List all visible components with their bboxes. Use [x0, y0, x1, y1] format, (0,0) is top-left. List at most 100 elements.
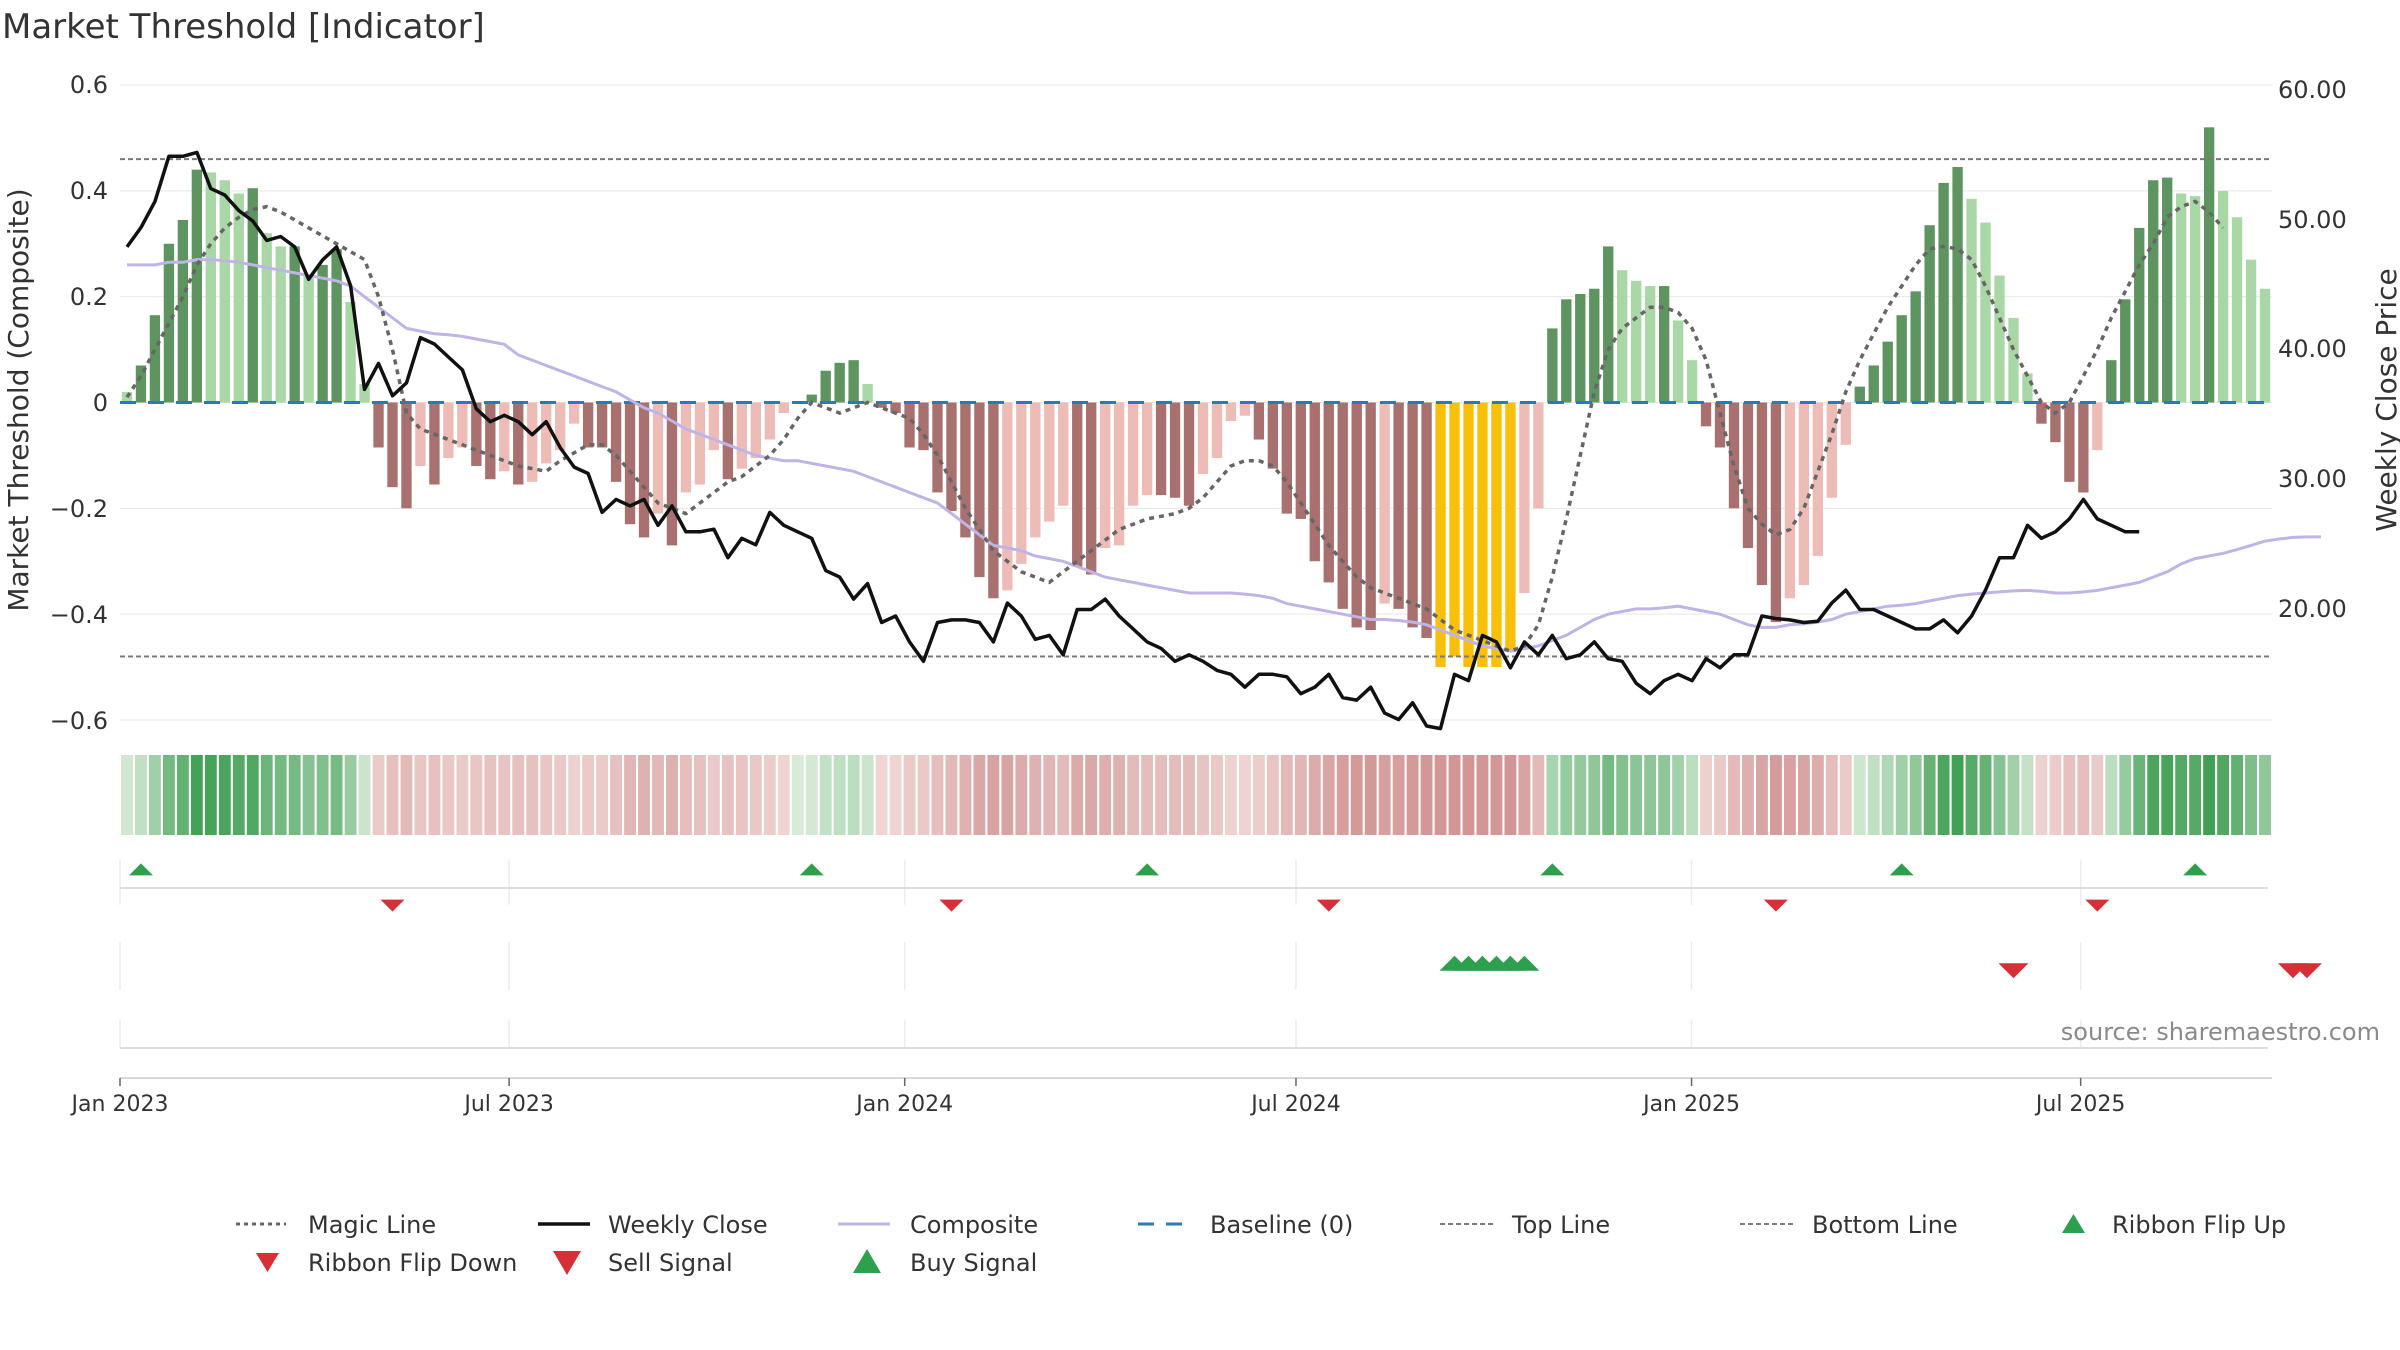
ribbon-cell — [1853, 755, 1866, 835]
legend-label: Magic Line — [308, 1211, 436, 1239]
ribbon-cell — [1197, 755, 1209, 835]
composite-bar — [1896, 315, 1907, 403]
ribbon-cell — [246, 755, 259, 835]
composite-bar — [1980, 222, 1991, 403]
ribbon-cell — [470, 755, 483, 835]
composite-bar — [1253, 402, 1265, 440]
ribbon-flip-down-marker — [1763, 899, 1788, 912]
composite-bar — [2092, 402, 2103, 451]
composite-bar — [303, 275, 314, 403]
composite-bar — [1784, 402, 1796, 599]
ribbon-cell — [1504, 755, 1517, 835]
ribbon-cell — [386, 755, 399, 835]
composite-bar — [848, 360, 859, 403]
ribbon-cell — [121, 755, 133, 835]
composite-bar — [834, 362, 845, 403]
ribbon-cell — [1895, 755, 1908, 835]
ribbon-cell — [1602, 755, 1615, 835]
x-tick-label: Jul 2025 — [2034, 1092, 2126, 1117]
ribbon-cell — [1085, 755, 1098, 835]
ribbon-cell — [917, 755, 930, 835]
composite-bar — [1393, 402, 1404, 609]
composite-bar — [1099, 402, 1111, 549]
composite-bar — [1575, 294, 1586, 403]
composite-bar — [373, 402, 384, 448]
composite-bar — [205, 172, 217, 403]
y-tick-label: −0.6 — [50, 707, 108, 735]
composite-bar — [876, 402, 887, 408]
composite-bar — [1183, 402, 1195, 506]
ribbon-cell — [987, 755, 1000, 835]
legend-label: Bottom Line — [1812, 1211, 1958, 1239]
ribbon-cell — [1993, 755, 2006, 835]
composite-bar — [1491, 402, 1502, 668]
ribbon-cell — [1881, 755, 1894, 835]
ribbon-cell — [1308, 755, 1321, 835]
legend-item-sell-signal[interactable]: Sell Signal — [553, 1249, 733, 1277]
legend-item-ribbon-flip-down[interactable]: Ribbon Flip Down — [256, 1249, 517, 1277]
legend-label: Sell Signal — [608, 1249, 733, 1277]
composite-bar — [2106, 360, 2117, 403]
composite-bar — [1533, 402, 1544, 509]
composite-bar — [1505, 402, 1516, 652]
ribbon-cell — [666, 755, 678, 835]
composite-bar — [1547, 328, 1558, 403]
ribbon-cell — [316, 755, 329, 835]
composite-bar — [862, 383, 873, 403]
ribbon-cell — [1574, 755, 1587, 835]
composite-bar — [890, 402, 901, 414]
ribbon-cell — [1979, 755, 1992, 835]
legend-item-baseline[interactable]: Baseline (0) — [1138, 1211, 1353, 1239]
composite-bar — [1658, 286, 1670, 403]
composite-bar — [1155, 402, 1167, 496]
composite-bar — [624, 402, 636, 525]
composite-bar — [233, 193, 244, 403]
ribbon-cell — [1127, 755, 1140, 835]
composite-bar — [275, 246, 286, 403]
signal-markers — [128, 863, 2322, 979]
legend-item-bottom-line[interactable]: Bottom Line — [1740, 1211, 1958, 1239]
ribbon-cell — [1532, 755, 1545, 835]
legend-label: Composite — [910, 1211, 1038, 1239]
legend-item-top-line[interactable]: Top Line — [1440, 1211, 1610, 1239]
composite-bar — [666, 402, 678, 546]
composite-bar — [1826, 402, 1837, 498]
ribbon-flip-up-marker — [128, 863, 153, 876]
composite-bar — [1309, 402, 1320, 562]
ribbon-cell — [1476, 755, 1489, 835]
composite-bar — [1169, 402, 1181, 498]
composite-bar — [918, 402, 929, 451]
composite-bar — [1058, 402, 1069, 506]
y2-tick-label: 30.00 — [2278, 465, 2347, 493]
composite-bar — [2064, 402, 2075, 482]
composite-bar — [1113, 402, 1125, 546]
legend-item-composite[interactable]: Composite — [838, 1211, 1038, 1239]
composite-bar — [1672, 320, 1684, 403]
y2-tick-label: 40.00 — [2278, 335, 2347, 363]
composite-bar — [1365, 402, 1376, 631]
legend-item-ribbon-flip-up[interactable]: Ribbon Flip Up — [2062, 1211, 2286, 1239]
ribbon-flip-down-marker — [939, 899, 964, 912]
legend-item-buy-signal[interactable]: Buy Signal — [853, 1249, 1037, 1277]
ribbon-cell — [442, 755, 455, 835]
legend-item-weekly-close[interactable]: Weekly Close — [538, 1211, 768, 1239]
composite-bar — [1770, 402, 1782, 623]
ribbon-cell — [302, 755, 315, 835]
y-tick-label: −0.4 — [50, 601, 108, 629]
ribbon-cell — [680, 755, 692, 835]
ribbon-cell — [749, 755, 762, 835]
sell-signal-marker — [1998, 963, 2029, 979]
ribbon-cell — [1183, 755, 1195, 835]
ribbon-cell — [959, 755, 972, 835]
y-tick-labels: 0.6 0.4 0.2 0 −0.2 −0.4 −0.6 — [50, 71, 108, 735]
y-tick-label: 0.4 — [70, 177, 108, 205]
ribbon-cell — [652, 755, 664, 835]
legend-item-magic-line[interactable]: Magic Line — [236, 1211, 436, 1239]
composite-bar — [401, 402, 412, 509]
composite-bar — [750, 402, 761, 459]
ribbon-cell — [204, 755, 217, 835]
x-tick-label: Jan 2024 — [854, 1092, 953, 1117]
ribbon-cell — [190, 755, 203, 835]
ribbon-cell — [456, 755, 469, 835]
composite-bar — [1714, 402, 1726, 448]
